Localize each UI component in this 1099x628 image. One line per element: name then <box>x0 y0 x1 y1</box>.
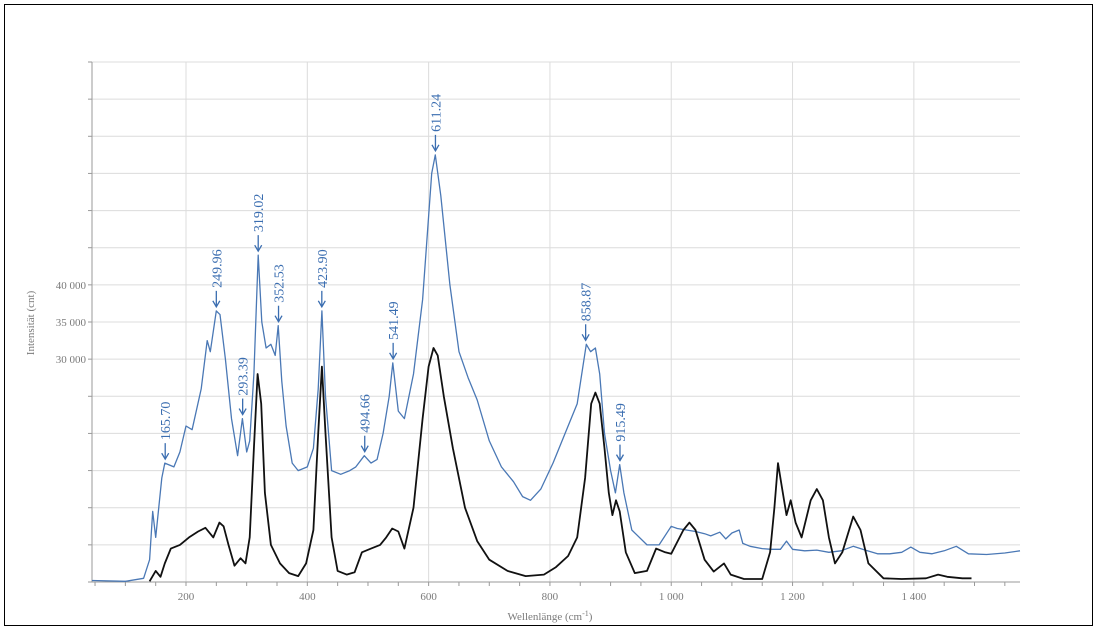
peak-annotation: 165.70 <box>159 402 174 461</box>
annotation-arrowhead <box>274 315 283 324</box>
x-tick-label: 1 400 <box>901 591 926 603</box>
peak-annotation: 611.24 <box>429 94 444 153</box>
peak-annotation: 293.39 <box>237 357 252 416</box>
peak-annotation: 541.49 <box>387 301 402 361</box>
x-tick-label: 1 000 <box>659 591 684 603</box>
annotation-label: 858.87 <box>580 283 595 322</box>
y-tick-label: 30 000 <box>56 354 87 366</box>
peak-annotation: 915.49 <box>614 403 629 462</box>
peak-annotation: 423.90 <box>316 249 331 309</box>
peak-annotation: 494.66 <box>359 394 374 454</box>
peak-annotation: 858.87 <box>580 283 595 342</box>
annotation-arrowhead <box>431 144 440 153</box>
annotation-arrowhead <box>238 408 247 416</box>
annotation-arrowhead <box>389 352 398 361</box>
annotation-label: 293.39 <box>237 357 252 396</box>
x-tick-label: 800 <box>542 591 559 603</box>
annotation-arrowhead <box>161 452 170 461</box>
annotation-arrowhead <box>212 300 221 309</box>
annotation-arrowhead <box>254 244 263 253</box>
series-line-1 <box>91 154 1021 582</box>
y-axis-label: Intensität (cnt) <box>25 290 37 355</box>
tick-labels: 200 400 600 800 1 000 1 200 1 400 30 000 35 000 4… <box>56 280 927 603</box>
y-tick-label: 35 000 <box>56 317 87 329</box>
peak-annotation: 352.53 <box>273 264 288 324</box>
y-tick-label: 40 000 <box>56 280 87 292</box>
annotation-label: 494.66 <box>359 394 374 433</box>
annotation-label: 352.53 <box>273 264 288 303</box>
peak-annotation: 249.96 <box>210 249 225 309</box>
peak-annotations: 165.70 249.96 293.39 319.02 352.53 423.90 494.… <box>159 94 629 462</box>
annotation-arrowhead <box>317 300 326 309</box>
series-lines <box>91 154 1021 582</box>
series-line-2 <box>148 347 972 582</box>
x-tick-label: 1 200 <box>780 591 805 603</box>
x-tick-label: 600 <box>420 591 437 603</box>
chart-frame <box>4 4 1093 626</box>
annotation-label: 541.49 <box>387 301 402 340</box>
annotation-arrowhead <box>581 333 590 342</box>
annotation-label: 423.90 <box>316 249 331 288</box>
annotation-arrowhead <box>615 454 625 462</box>
x-axis-label: Wellenlänge (cm-1) <box>508 609 593 623</box>
annotation-label: 611.24 <box>429 94 444 132</box>
peak-annotation: 319.02 <box>252 194 267 253</box>
annotation-arrowhead <box>360 445 369 454</box>
annotation-label: 319.02 <box>252 194 267 233</box>
x-tick-label: 400 <box>299 591 316 603</box>
axes <box>88 61 1020 586</box>
annotation-label: 165.70 <box>159 402 174 441</box>
annotation-label: 915.49 <box>614 403 629 442</box>
x-tick-label: 200 <box>178 591 195 603</box>
annotation-label: 249.96 <box>210 249 225 288</box>
grid-lines <box>92 61 1020 582</box>
